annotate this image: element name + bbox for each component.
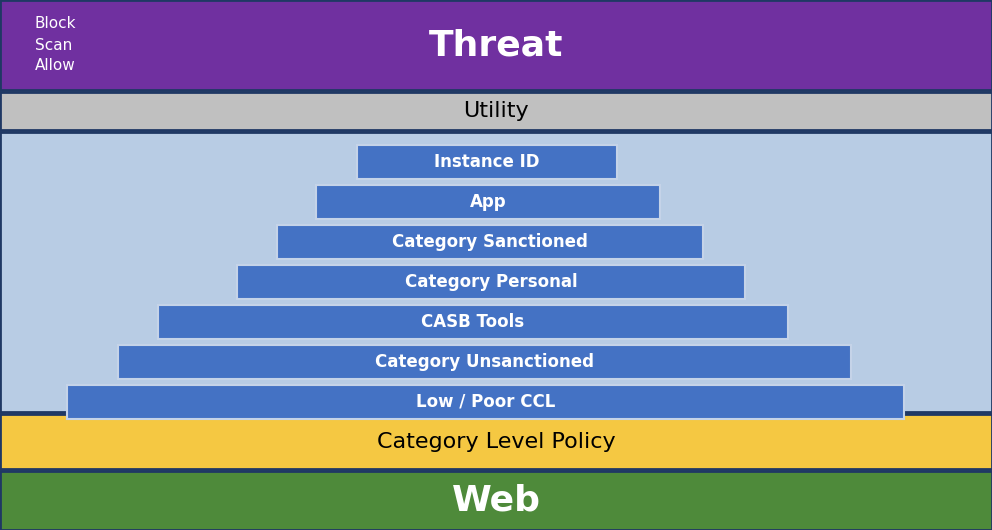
Text: Category Level Policy: Category Level Policy (377, 431, 615, 452)
Text: CASB Tools: CASB Tools (422, 313, 525, 331)
Text: App: App (469, 193, 506, 211)
Text: Threat: Threat (429, 28, 563, 62)
Text: Low / Poor CCL: Low / Poor CCL (416, 393, 556, 411)
Text: Web: Web (451, 483, 541, 517)
Bar (237, 265, 745, 299)
Bar (0, 132, 992, 412)
Bar (118, 345, 851, 379)
Bar (0, 471, 992, 530)
Text: Category Sanctioned: Category Sanctioned (392, 233, 588, 251)
Bar (158, 305, 788, 339)
Text: Category Personal: Category Personal (405, 273, 577, 291)
Bar (277, 225, 703, 259)
Text: Block
Scan
Allow: Block Scan Allow (35, 16, 76, 74)
Bar (0, 92, 992, 130)
Text: Category Unsanctioned: Category Unsanctioned (375, 353, 594, 371)
Bar (67, 385, 904, 419)
Bar (357, 145, 617, 179)
Bar (0, 414, 992, 469)
Bar (0, 0, 992, 90)
Bar (316, 185, 660, 219)
Text: Instance ID: Instance ID (434, 153, 540, 171)
Text: Utility: Utility (463, 101, 529, 121)
